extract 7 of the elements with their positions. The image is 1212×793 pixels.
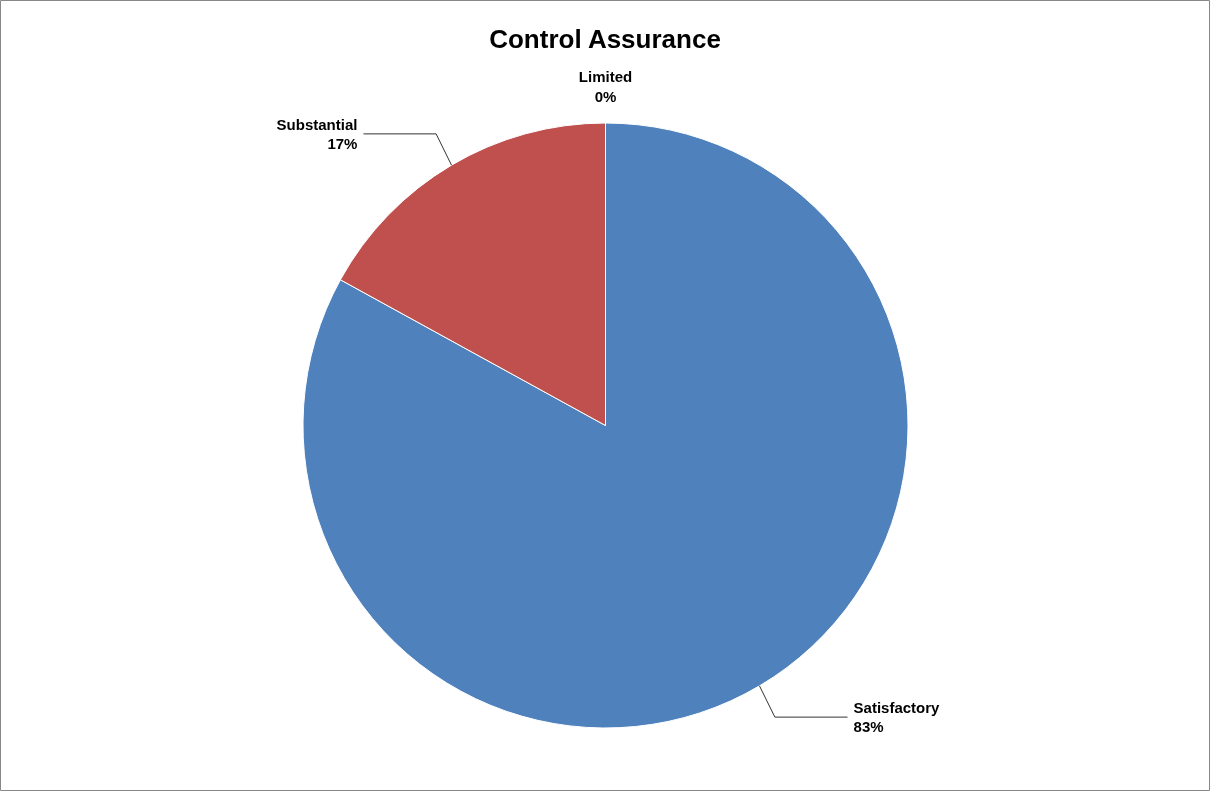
category-label: Limited <box>578 68 633 86</box>
slice-label: Satisfactory <box>853 698 941 716</box>
data-label: 83% <box>853 718 884 736</box>
text: 0% <box>594 87 617 105</box>
chart-title: Control Assurance <box>489 23 721 54</box>
slice-label: Substantial <box>276 115 358 133</box>
data-label: 17% <box>327 135 358 153</box>
